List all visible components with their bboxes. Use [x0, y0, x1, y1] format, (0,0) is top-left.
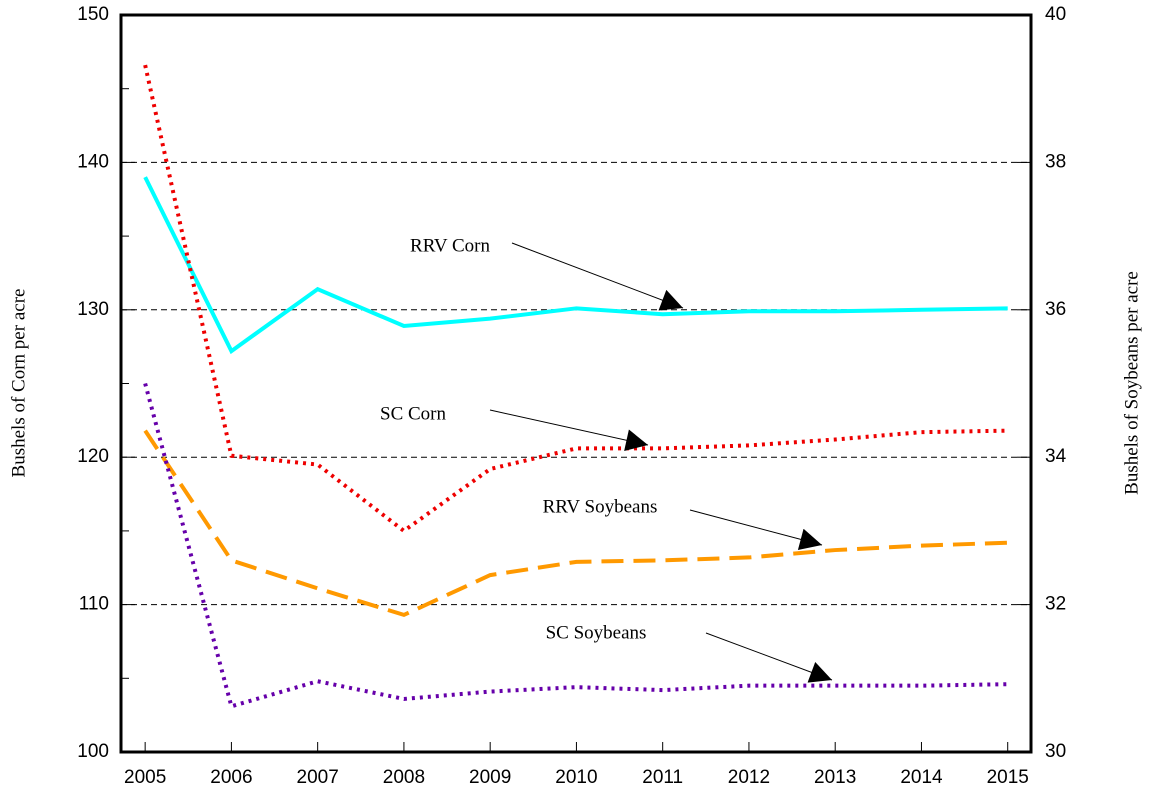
series-line [143, 382, 1008, 709]
x-tick-label: 2014 [900, 767, 943, 788]
annotation: RRV Corn [410, 235, 490, 256]
y-tick-label: 120 [77, 446, 109, 467]
annotation-arrow [489, 409, 649, 451]
x-tick-label: 2012 [728, 767, 770, 788]
annotation-arrow [511, 242, 684, 311]
x-tick-label: 2010 [555, 767, 597, 788]
y-axis-label: Bushels of Corn per acre [8, 289, 29, 478]
x-tick-label: 2013 [814, 767, 856, 788]
x-tick-label: 2007 [297, 767, 339, 788]
y2-tick-label: 36 [1045, 299, 1066, 320]
y2-tick-label: 34 [1045, 446, 1067, 467]
annotation: SC Corn [380, 403, 446, 424]
annotation-arrow [705, 632, 833, 683]
y-tick-label: 150 [77, 4, 109, 25]
y2-tick-label: 40 [1045, 4, 1066, 25]
y2-tick-label: 30 [1045, 741, 1066, 762]
y2-tick-label: 38 [1045, 151, 1066, 172]
series-line [143, 429, 1008, 618]
x-tick-label: 2009 [469, 767, 511, 788]
x-tick-label: 2005 [124, 767, 166, 788]
series-line [143, 64, 1008, 534]
y-tick-label: 140 [77, 151, 109, 172]
y2-tick-label: 32 [1045, 594, 1066, 615]
x-tick-label: 2006 [210, 767, 252, 788]
y-tick-label: 130 [77, 299, 109, 320]
lines [143, 64, 1008, 709]
x-tick-label: 2015 [987, 767, 1029, 788]
annotation: SC Soybeans [546, 622, 647, 643]
x-tick-label: 2008 [383, 767, 425, 788]
series-line [143, 176, 1008, 355]
x-tick-label: 2011 [642, 767, 683, 788]
plot-frame [119, 13, 1033, 754]
y2-axis-label: Bushels of Soybeans per acre [1121, 271, 1142, 495]
y-tick-label: 110 [79, 594, 109, 615]
y-tick-label: 100 [77, 741, 109, 762]
labels: 100 110 120 130 140 150 30 32 34 36 38 40 2005 2006 20… [77, 4, 1066, 788]
annotation-arrow [689, 509, 823, 550]
annotation: RRV Soybeans [543, 496, 658, 517]
